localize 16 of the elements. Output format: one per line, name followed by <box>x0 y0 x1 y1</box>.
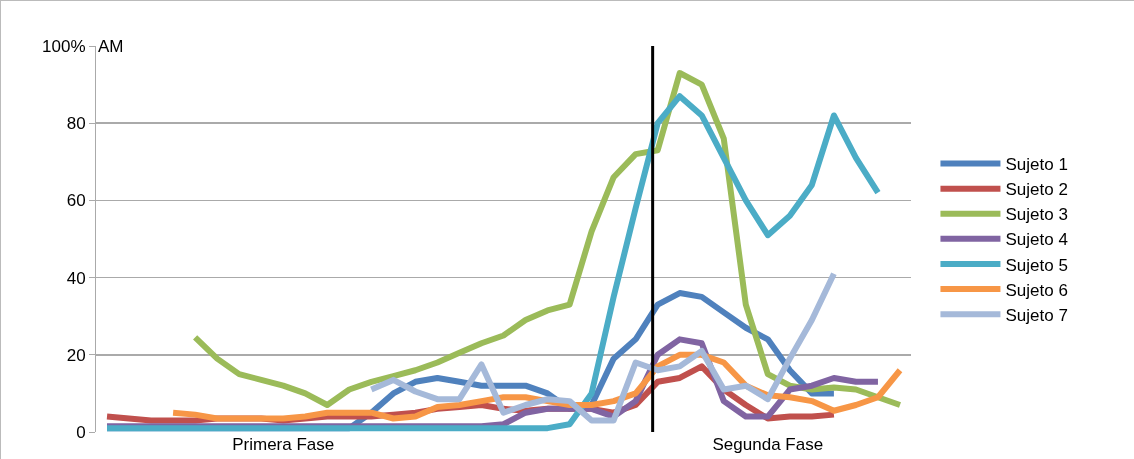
legend-label: Sujeto 5 <box>1005 255 1068 275</box>
legend-label: Sujeto 6 <box>1005 280 1068 300</box>
legend-label: Sujeto 2 <box>1005 180 1068 200</box>
legend-label: Sujeto 1 <box>1005 155 1068 175</box>
y-tick-label: 40 <box>66 268 86 288</box>
legend-label: Sujeto 3 <box>1005 205 1068 225</box>
y-tick-label: 80 <box>66 114 86 134</box>
x-tick-label: Segunda Fase <box>712 435 824 454</box>
y-tick-label: 60 <box>66 191 86 211</box>
y-tick-label: 100% <box>42 36 86 56</box>
y-tick-label: 20 <box>66 345 86 365</box>
y-tick-label: 0 <box>76 422 86 442</box>
x-tick-label: Primera Fase <box>232 435 335 454</box>
legend-label: Sujeto 4 <box>1005 230 1068 250</box>
legend-label: Sujeto 7 <box>1005 305 1068 325</box>
y-axis-title: AM <box>98 37 124 56</box>
